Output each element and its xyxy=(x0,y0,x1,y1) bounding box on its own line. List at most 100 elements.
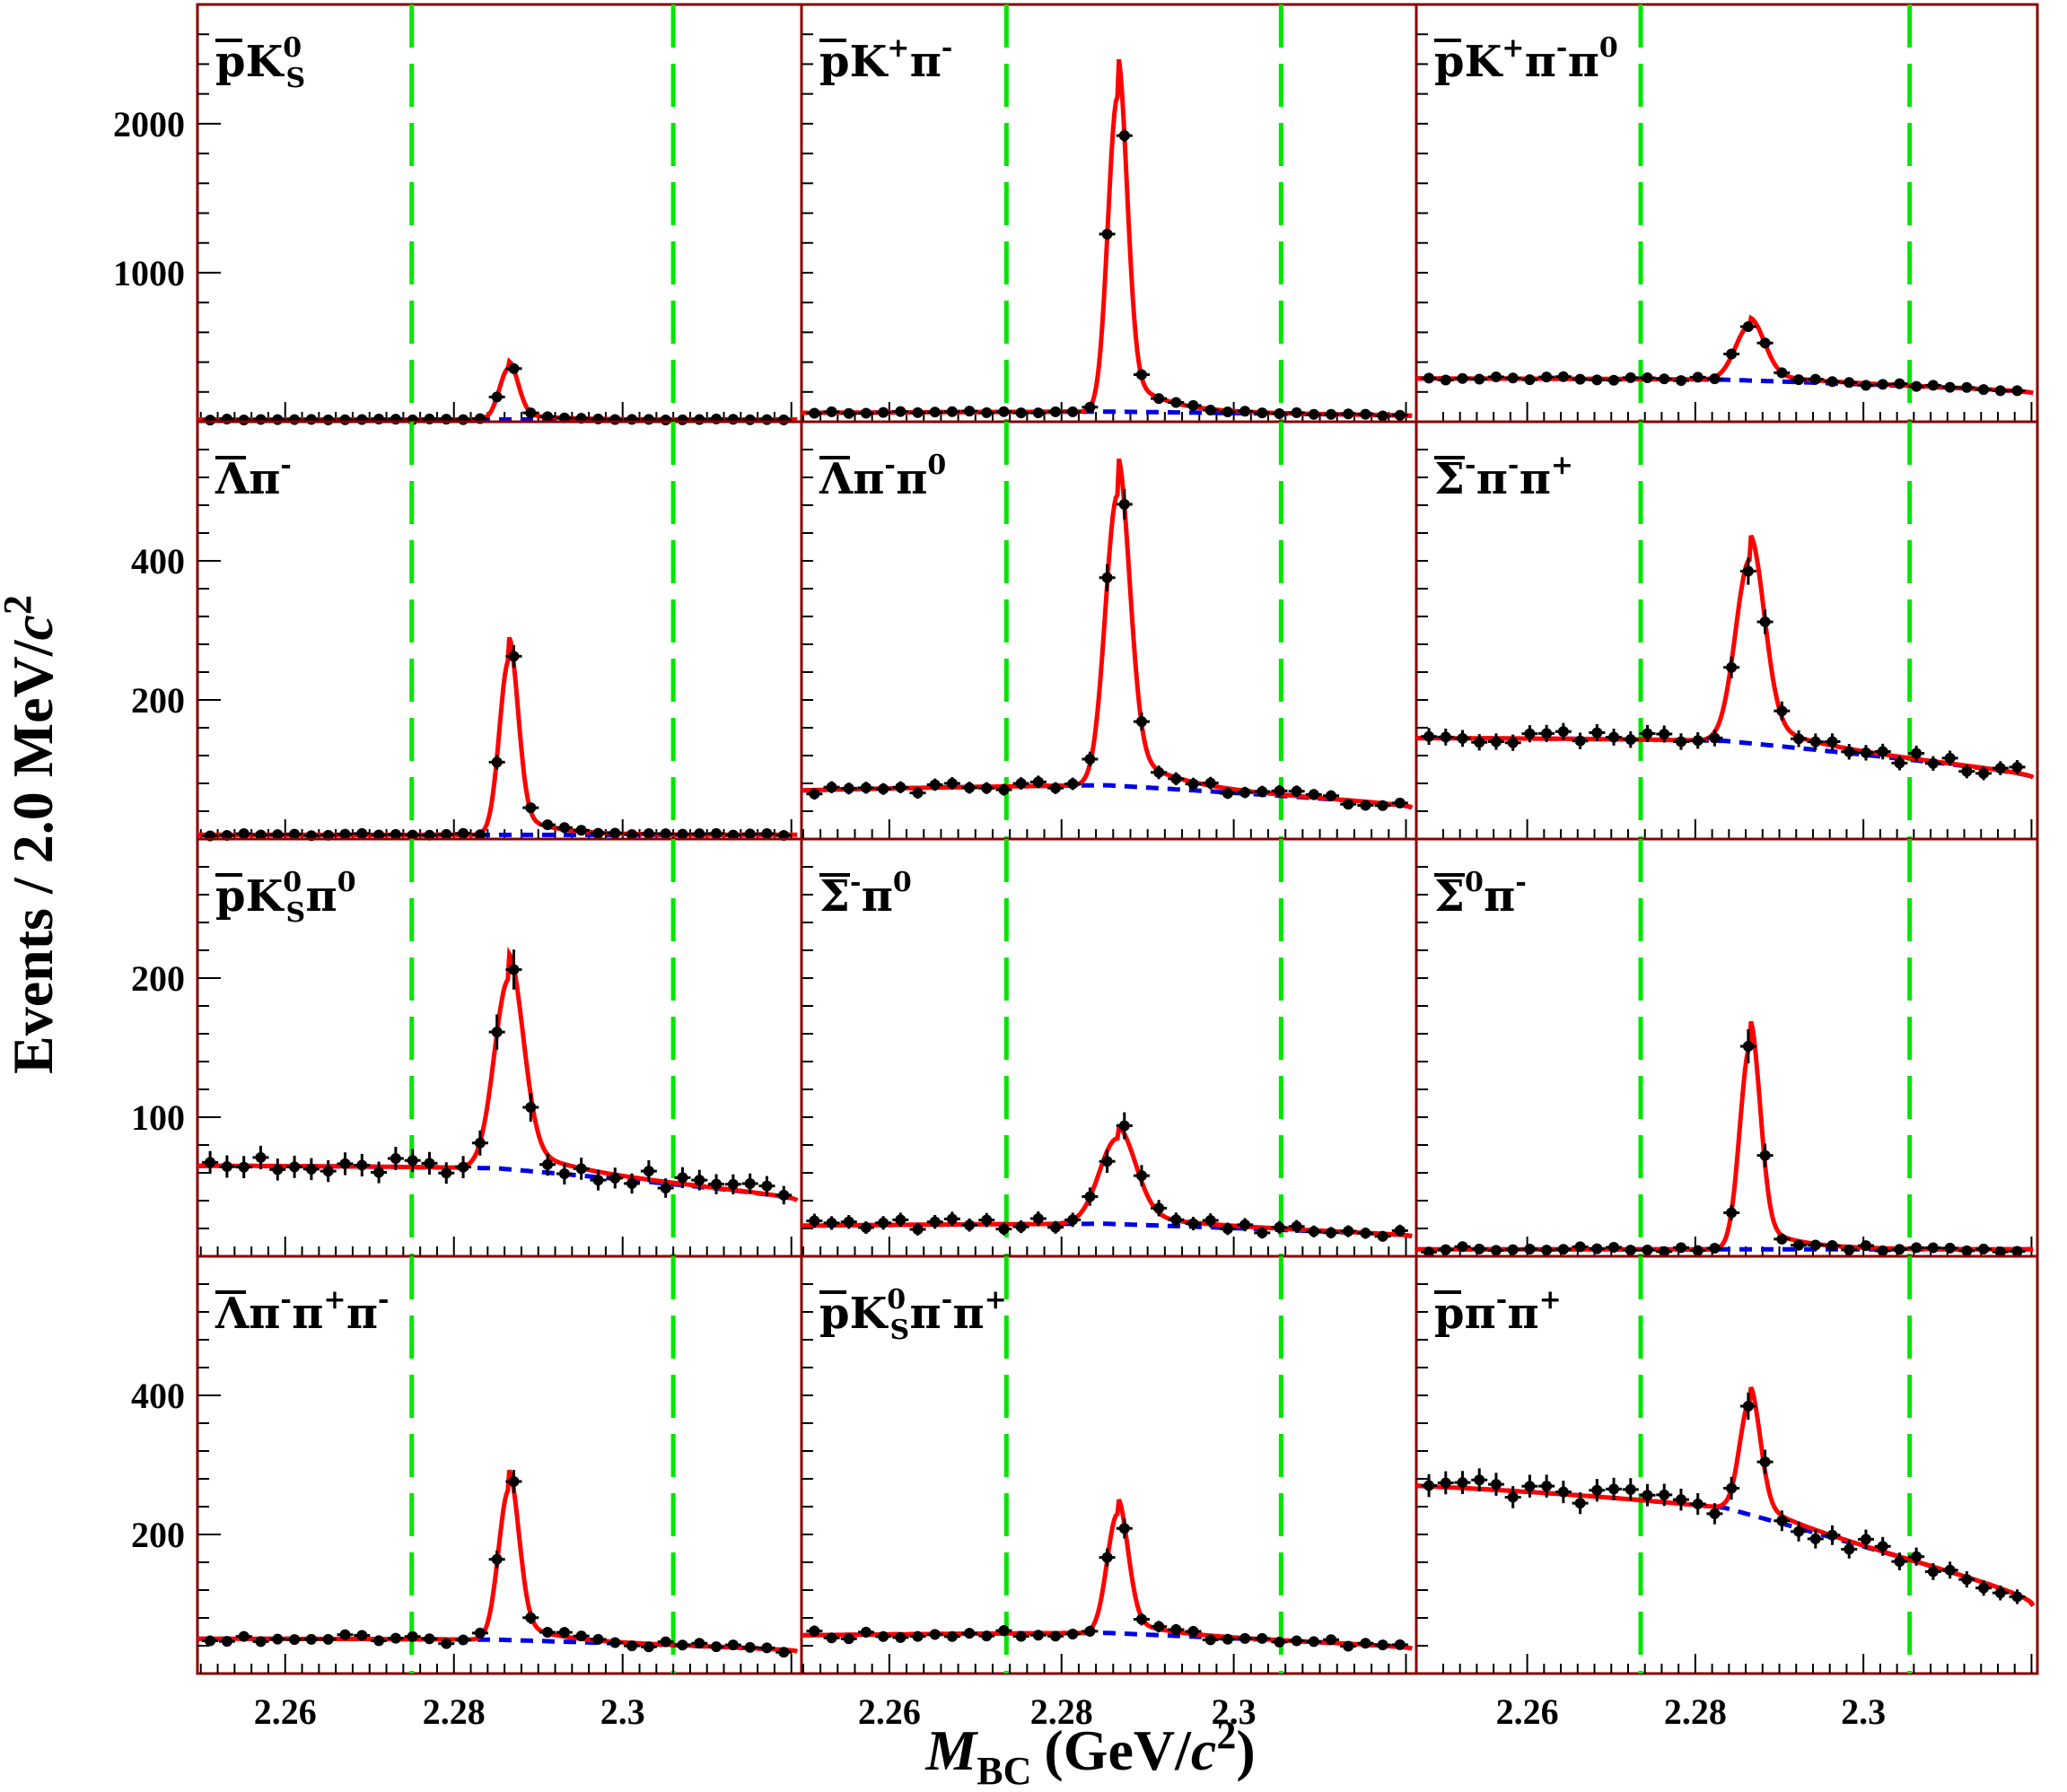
data-point-marker xyxy=(356,1630,368,1641)
data-point-marker xyxy=(1978,1243,1990,1254)
data-point xyxy=(708,1641,725,1653)
data-point-marker xyxy=(1994,1246,2006,1258)
data-point xyxy=(337,1152,354,1176)
data-point xyxy=(607,827,624,839)
data-point xyxy=(1471,373,1488,385)
data-point xyxy=(590,1633,607,1645)
data-point-marker xyxy=(1170,397,1182,408)
data-point-marker xyxy=(255,1151,267,1163)
data-point xyxy=(857,782,874,794)
data-point-marker xyxy=(1291,406,1302,418)
data-point xyxy=(2009,1589,2026,1604)
data-point xyxy=(1082,1625,1099,1637)
data-point-marker xyxy=(525,407,537,419)
data-point-marker xyxy=(660,414,671,425)
data-point-marker xyxy=(860,1222,871,1234)
data-point-marker xyxy=(981,782,993,794)
label-symbol: π xyxy=(1520,454,1551,504)
data-point xyxy=(1271,1636,1288,1648)
data-point xyxy=(1305,1636,1322,1648)
data-point-marker xyxy=(1222,406,1233,417)
data-point xyxy=(1323,790,1340,801)
data-point-marker xyxy=(1101,1552,1113,1563)
data-point xyxy=(269,1158,286,1181)
data-point-marker xyxy=(1032,407,1044,419)
data-point xyxy=(1941,1561,1958,1579)
data-point xyxy=(1202,1634,1219,1646)
data-point xyxy=(1572,373,1589,385)
data-point-marker xyxy=(626,1640,638,1652)
data-point-marker xyxy=(1015,407,1027,419)
data-point xyxy=(202,1635,219,1647)
data-point-marker xyxy=(1911,380,1922,392)
data-point xyxy=(1656,1246,1673,1257)
data-point xyxy=(943,406,960,417)
data-point xyxy=(1099,564,1116,591)
label-symbol: p xyxy=(1434,37,1465,87)
data-point xyxy=(806,407,823,419)
data-point-marker xyxy=(660,1636,671,1648)
data-point-marker xyxy=(1692,372,1704,383)
data-point-marker xyxy=(1625,372,1636,383)
data-point-marker xyxy=(1440,1244,1451,1255)
data-point xyxy=(354,414,371,425)
data-point xyxy=(2009,1246,2026,1257)
panel-pKpipi0: pK+ π- π0 xyxy=(1414,3,2039,424)
data-point-marker xyxy=(912,406,924,418)
data-point xyxy=(1340,408,1357,420)
decay-mode-label: pK0 S π0 xyxy=(215,867,356,929)
data-point xyxy=(1099,1548,1116,1567)
data-point-marker xyxy=(1574,735,1586,747)
data-point-marker xyxy=(609,1637,621,1648)
data-point xyxy=(1992,385,2009,397)
background-curve xyxy=(1416,736,2035,781)
data-point-marker xyxy=(1032,1630,1044,1641)
data-point xyxy=(1723,1204,1740,1221)
background-curve xyxy=(801,1221,1413,1239)
data-point-marker xyxy=(221,1161,232,1173)
data-point-marker xyxy=(1826,736,1838,747)
data-point xyxy=(1029,407,1047,419)
decay-mode-label: pK+ π- π0 xyxy=(1434,32,1618,87)
label-symbol: π xyxy=(896,454,927,504)
data-point xyxy=(1975,1243,1993,1254)
data-point-marker xyxy=(1877,1541,1888,1552)
data-point-marker xyxy=(1961,1245,1973,1256)
data-point-marker xyxy=(1826,1240,1838,1252)
label-symbol: Λ xyxy=(215,454,250,504)
data-point-marker xyxy=(609,414,621,425)
data-point xyxy=(1487,372,1504,383)
data-point-marker xyxy=(1860,1240,1871,1252)
data-point xyxy=(1082,401,1099,413)
data-point-marker xyxy=(860,1626,871,1638)
data-point-marker xyxy=(1524,374,1536,386)
data-point-marker xyxy=(1608,374,1620,386)
data-point-marker xyxy=(727,1639,739,1651)
data-point-marker xyxy=(491,1553,503,1565)
data-point-marker xyxy=(558,1627,570,1639)
data-point xyxy=(1992,1585,2009,1601)
data-point-marker xyxy=(1257,1227,1268,1238)
data-point-marker xyxy=(1557,1244,1569,1255)
data-point xyxy=(1323,408,1340,420)
data-point xyxy=(1538,724,1555,742)
data-point xyxy=(1288,1219,1305,1233)
data-point-marker xyxy=(1343,1226,1354,1237)
data-point-marker xyxy=(1507,372,1519,384)
data-point xyxy=(471,1627,488,1639)
data-point xyxy=(1874,1536,1891,1556)
data-point-marker xyxy=(643,1166,654,1177)
data-point-marker xyxy=(1239,406,1251,417)
data-point-marker xyxy=(964,1628,976,1639)
data-point-marker xyxy=(1826,1529,1838,1541)
data-point xyxy=(1739,321,1756,333)
data-point xyxy=(1357,408,1374,420)
data-point xyxy=(840,1214,857,1229)
data-point xyxy=(943,1211,960,1227)
data-point xyxy=(1168,772,1185,786)
data-point-marker xyxy=(390,828,401,840)
data-point xyxy=(926,1629,943,1640)
data-point xyxy=(741,414,758,425)
data-point-marker xyxy=(272,1164,284,1176)
